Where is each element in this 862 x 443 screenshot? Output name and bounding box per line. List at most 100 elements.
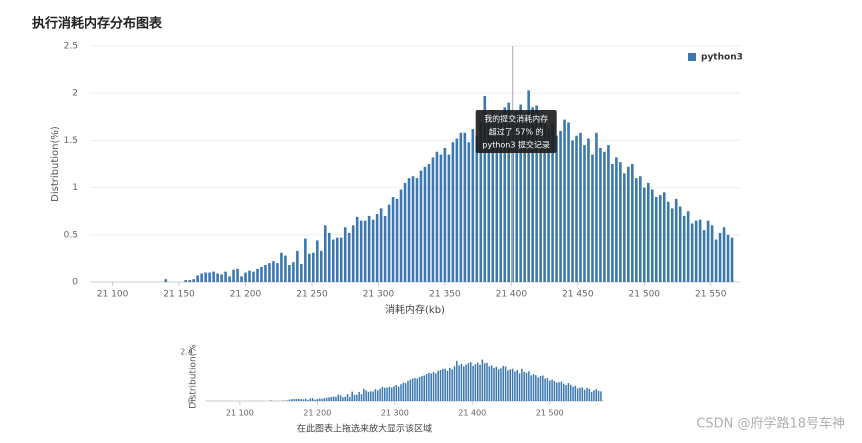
bar xyxy=(240,276,243,282)
bar xyxy=(666,201,670,282)
bar xyxy=(300,264,303,282)
bar xyxy=(407,380,409,401)
bar xyxy=(367,215,371,282)
y-tick-label: 1 xyxy=(72,183,78,193)
bar xyxy=(331,239,335,282)
bar xyxy=(607,145,610,282)
bar xyxy=(268,263,271,282)
bar xyxy=(403,182,407,282)
bar xyxy=(670,208,674,282)
bar xyxy=(475,135,479,282)
bar xyxy=(583,389,586,401)
bar xyxy=(474,364,477,401)
bar xyxy=(551,123,554,283)
bar xyxy=(407,178,411,282)
bar xyxy=(379,208,383,282)
bar xyxy=(722,227,726,282)
bar xyxy=(347,232,351,282)
bar xyxy=(562,383,565,401)
bar xyxy=(563,119,566,282)
bar xyxy=(465,364,467,401)
bar xyxy=(463,366,465,401)
x-tick-label: 21 400 xyxy=(496,290,528,300)
bar xyxy=(635,178,638,282)
bar xyxy=(337,394,340,401)
bar xyxy=(690,223,694,282)
bar xyxy=(302,399,305,401)
x-tick-label: 21 500 xyxy=(629,290,661,300)
bar xyxy=(308,253,311,282)
bar xyxy=(359,220,363,282)
y-axis-label: Distribution(% xyxy=(189,344,199,409)
bar xyxy=(386,387,388,401)
bar xyxy=(503,107,507,282)
bar xyxy=(311,398,314,401)
bar xyxy=(588,388,591,401)
bar xyxy=(439,369,442,401)
bar xyxy=(300,399,302,401)
bar xyxy=(571,140,574,282)
bar xyxy=(495,366,498,401)
bar xyxy=(472,365,474,401)
bar xyxy=(236,268,239,282)
bar xyxy=(516,369,518,401)
bar xyxy=(631,164,634,282)
bar xyxy=(726,234,730,282)
bar xyxy=(447,154,451,282)
bar xyxy=(549,380,551,401)
bar xyxy=(553,380,556,401)
bar xyxy=(587,138,590,282)
bar xyxy=(488,366,491,401)
tooltip-box xyxy=(475,110,557,153)
watermark: CSDN @府学路18号车神 xyxy=(696,416,845,432)
bar xyxy=(518,373,521,401)
bar xyxy=(650,189,654,282)
bar xyxy=(567,383,570,401)
bar xyxy=(365,390,367,401)
bar xyxy=(383,215,387,282)
bar xyxy=(507,102,511,282)
bar xyxy=(662,192,666,282)
bar xyxy=(374,389,377,401)
bar xyxy=(574,385,577,401)
bar xyxy=(411,378,414,401)
bar xyxy=(356,394,358,401)
bar xyxy=(595,389,598,401)
bar xyxy=(393,386,395,401)
bar xyxy=(714,239,718,282)
bar xyxy=(627,166,630,282)
x-tick-label: 21 250 xyxy=(296,290,328,300)
x-axis-label: 在此图表上拖选来放大显示该区域 xyxy=(297,423,432,435)
bar xyxy=(483,363,486,401)
bar xyxy=(309,398,312,401)
bar xyxy=(377,390,379,401)
bar xyxy=(423,166,427,282)
legend-label: python3 xyxy=(701,53,743,63)
x-tick-label: 21 350 xyxy=(429,290,461,300)
bar xyxy=(414,378,416,401)
bar xyxy=(459,132,463,282)
bar xyxy=(276,263,279,282)
bar xyxy=(316,398,319,401)
bar xyxy=(623,173,626,282)
bar xyxy=(706,220,710,282)
bar xyxy=(270,400,272,401)
bar xyxy=(575,135,578,282)
bar xyxy=(325,397,328,401)
bar xyxy=(487,116,491,282)
bar xyxy=(323,398,326,401)
bar xyxy=(560,381,563,401)
bar xyxy=(555,135,558,282)
bar xyxy=(439,154,443,282)
bar xyxy=(615,157,618,282)
bar xyxy=(493,367,495,401)
bar xyxy=(428,372,430,401)
bar xyxy=(351,391,353,401)
bar xyxy=(535,105,538,282)
bar xyxy=(599,147,602,282)
bar xyxy=(542,375,544,401)
x-tick-label: 21 400 xyxy=(458,409,486,418)
bar xyxy=(619,162,622,282)
bar xyxy=(288,399,291,401)
bar xyxy=(328,397,330,401)
